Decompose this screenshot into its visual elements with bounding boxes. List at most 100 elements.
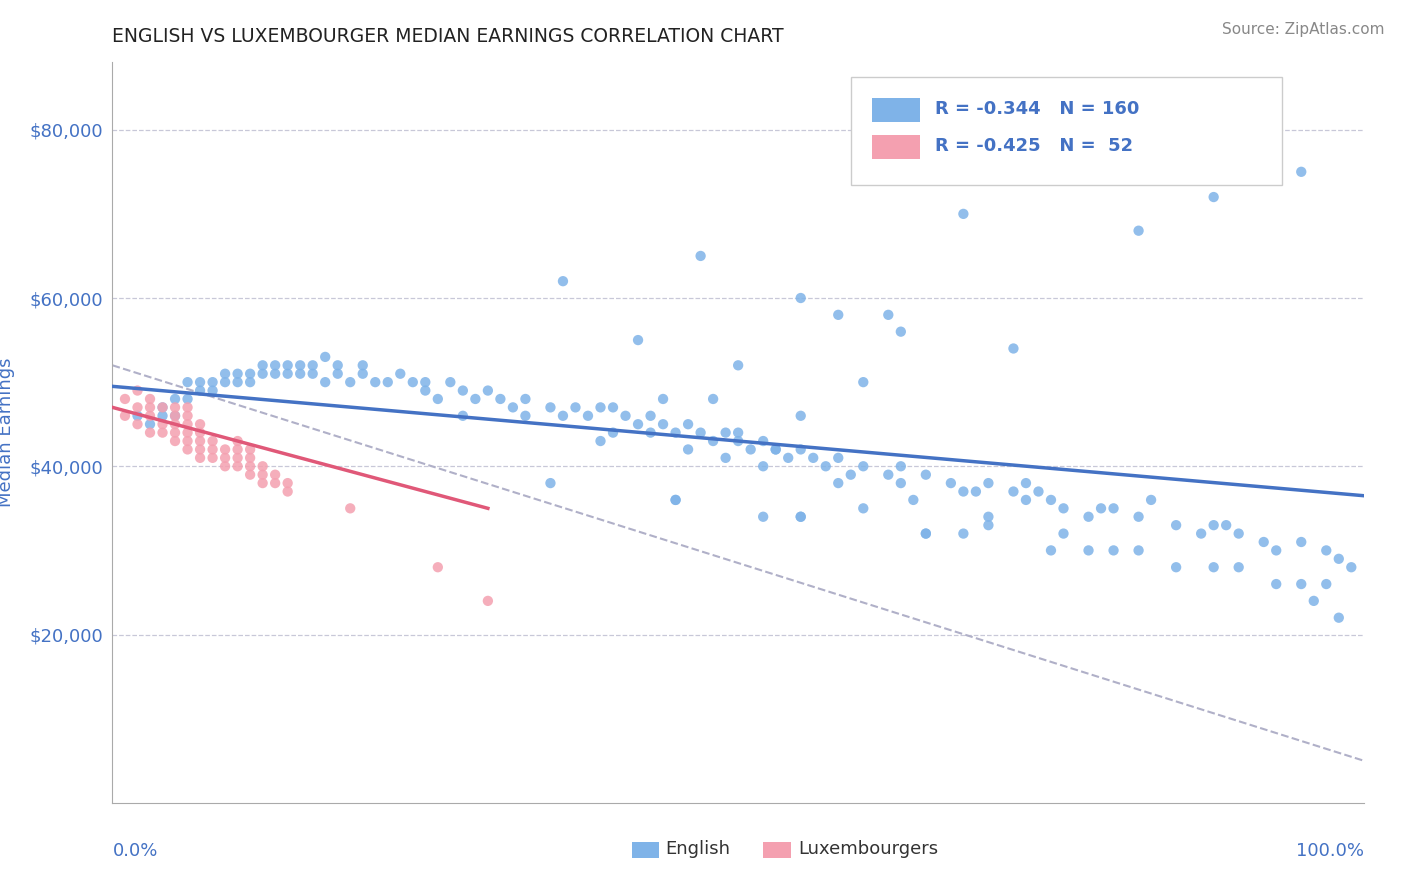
Point [790, 291, 813, 305]
Point [1015, 492, 1038, 507]
Point [551, 274, 574, 288]
Point [301, 359, 323, 373]
Point [676, 442, 699, 457]
Point [226, 375, 249, 389]
Point [1002, 484, 1025, 499]
Point [903, 492, 925, 507]
Point [515, 392, 537, 406]
Point [977, 518, 1000, 533]
Point [226, 442, 249, 457]
Text: R = -0.425   N =  52: R = -0.425 N = 52 [935, 137, 1133, 155]
Point [226, 434, 249, 448]
Point [352, 367, 374, 381]
Point [139, 417, 162, 432]
Point [1077, 543, 1099, 558]
Point [1128, 509, 1150, 524]
Point [176, 375, 198, 389]
Point [176, 425, 198, 440]
Point [314, 350, 336, 364]
Point [152, 401, 174, 415]
Point [752, 509, 775, 524]
Point [538, 476, 561, 491]
Point [176, 409, 198, 423]
Point [627, 333, 650, 347]
Point [1164, 518, 1187, 533]
Point [752, 434, 775, 448]
Point [239, 450, 262, 465]
Point [277, 476, 299, 491]
Point [201, 384, 224, 398]
Point [277, 359, 299, 373]
Point [589, 434, 612, 448]
Point [252, 467, 274, 482]
Point [214, 367, 236, 381]
Point [790, 442, 813, 457]
Point [277, 484, 299, 499]
Point [277, 367, 299, 381]
Point [127, 417, 149, 432]
Point [188, 375, 211, 389]
Point [852, 375, 875, 389]
Point [377, 375, 399, 389]
Text: Luxembourgers: Luxembourgers [799, 840, 938, 858]
Point [1227, 560, 1250, 574]
Point [176, 442, 198, 457]
Point [426, 560, 449, 574]
Point [163, 401, 186, 415]
Point [1090, 501, 1112, 516]
Point [839, 467, 862, 482]
Point [214, 459, 236, 474]
Point [852, 459, 875, 474]
Text: 0.0%: 0.0% [112, 842, 157, 860]
Point [890, 325, 912, 339]
Point [676, 417, 699, 432]
Point [890, 459, 912, 474]
Point [640, 425, 662, 440]
Point [1102, 501, 1125, 516]
Point [201, 434, 224, 448]
Point [188, 417, 211, 432]
Point [1215, 518, 1237, 533]
Point [689, 425, 711, 440]
Point [413, 375, 436, 389]
Point [1077, 509, 1099, 524]
Point [1102, 543, 1125, 558]
Point [201, 375, 224, 389]
Point [877, 308, 900, 322]
Point [176, 434, 198, 448]
Point [614, 409, 637, 423]
Point [114, 392, 136, 406]
Point [264, 476, 287, 491]
Point [602, 425, 624, 440]
Point [652, 392, 675, 406]
Point [714, 450, 737, 465]
Point [977, 509, 1000, 524]
Point [1039, 122, 1063, 136]
Point [176, 417, 198, 432]
Bar [872, 98, 920, 121]
Point [188, 434, 211, 448]
FancyBboxPatch shape [851, 78, 1282, 185]
Point [1291, 165, 1313, 179]
Point [489, 392, 512, 406]
Point [1128, 543, 1150, 558]
Point [1202, 190, 1225, 204]
Point [188, 384, 211, 398]
Point [589, 401, 612, 415]
Point [477, 594, 499, 608]
Point [264, 359, 287, 373]
Point [576, 409, 599, 423]
Point [1253, 535, 1275, 549]
Point [252, 367, 274, 381]
Point [127, 384, 149, 398]
Point [163, 425, 186, 440]
Point [664, 492, 686, 507]
Point [664, 492, 686, 507]
Point [114, 409, 136, 423]
Point [139, 401, 162, 415]
Point [939, 476, 962, 491]
Point [1315, 577, 1337, 591]
Point [127, 409, 149, 423]
Point [290, 359, 312, 373]
Point [1039, 492, 1063, 507]
